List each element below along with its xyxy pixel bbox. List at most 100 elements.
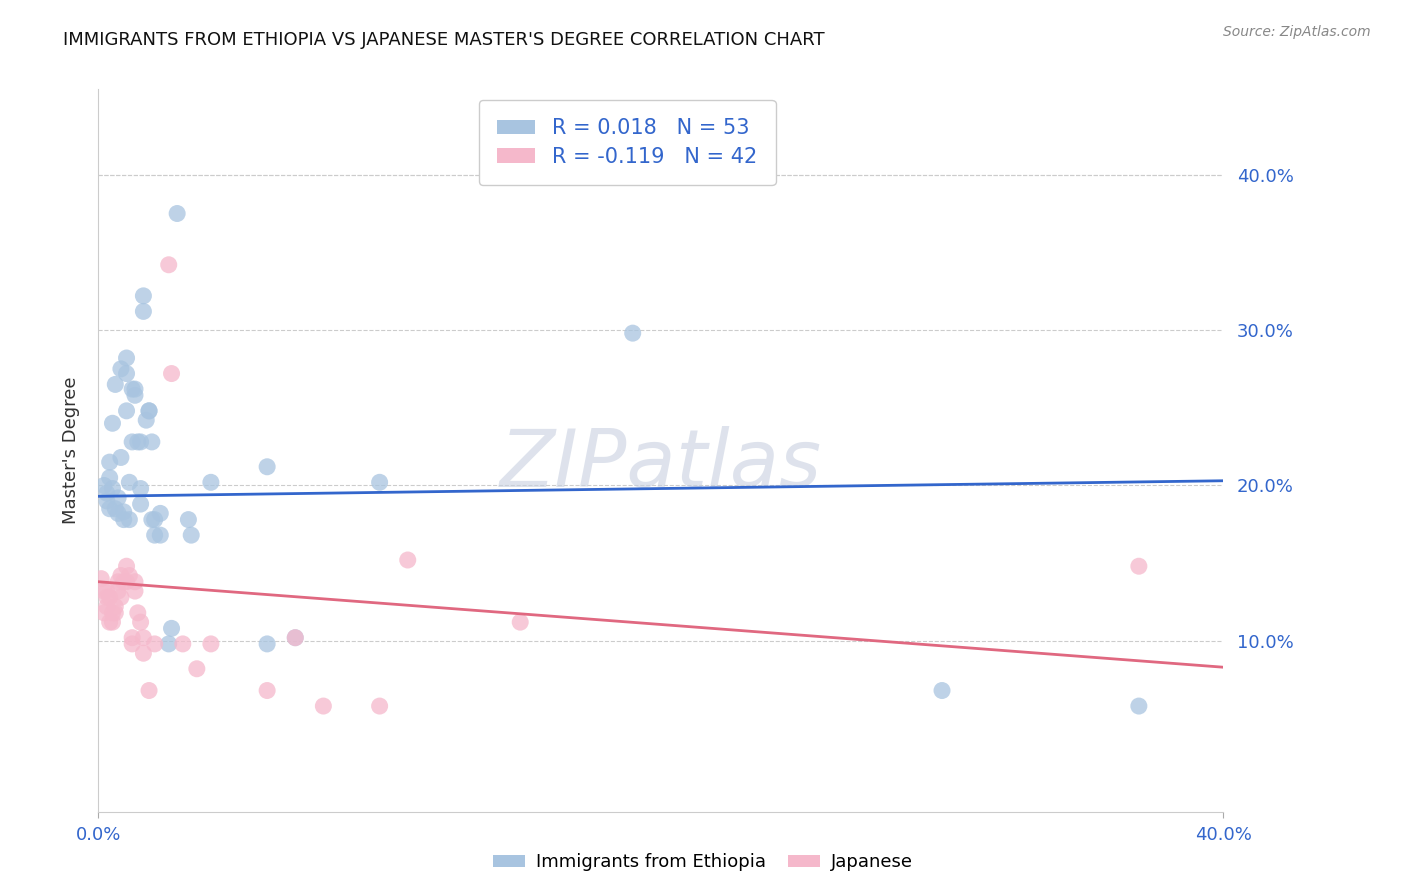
Point <box>157 637 180 651</box>
Point <box>149 528 172 542</box>
Point <box>132 631 155 645</box>
Point <box>256 459 278 474</box>
Point <box>200 637 222 651</box>
Legend: R = 0.018   N = 53, R = -0.119   N = 42: R = 0.018 N = 53, R = -0.119 N = 42 <box>478 100 776 186</box>
Point <box>115 367 138 381</box>
Point <box>132 304 155 318</box>
Point <box>93 606 115 620</box>
Point <box>141 434 163 449</box>
Point <box>124 382 146 396</box>
Point <box>124 388 146 402</box>
Point <box>621 326 644 340</box>
Point <box>135 413 157 427</box>
Point <box>110 450 132 465</box>
Point <box>93 584 115 599</box>
Point <box>160 621 183 635</box>
Text: Source: ZipAtlas.com: Source: ZipAtlas.com <box>1223 25 1371 39</box>
Point <box>509 615 531 629</box>
Point <box>1128 559 1150 574</box>
Point <box>132 646 155 660</box>
Point <box>129 497 152 511</box>
Point <box>101 606 124 620</box>
Point <box>931 683 953 698</box>
Point <box>186 662 208 676</box>
Point <box>96 584 118 599</box>
Point <box>160 367 183 381</box>
Point <box>104 501 127 516</box>
Point <box>115 574 138 589</box>
Point <box>368 699 391 714</box>
Point <box>180 528 202 542</box>
Point <box>110 568 132 582</box>
Point <box>104 599 127 614</box>
Point <box>143 513 166 527</box>
Point <box>157 258 180 272</box>
Point <box>284 631 307 645</box>
Point <box>256 637 278 651</box>
Point <box>107 574 129 589</box>
Point <box>121 631 143 645</box>
Point <box>110 591 132 605</box>
Point <box>143 528 166 542</box>
Point <box>98 501 121 516</box>
Text: ZIPatlas: ZIPatlas <box>499 425 823 504</box>
Point <box>98 455 121 469</box>
Point <box>118 475 141 490</box>
Point <box>96 486 118 500</box>
Point <box>112 505 135 519</box>
Point <box>101 417 124 431</box>
Point <box>115 404 138 418</box>
Point <box>129 615 152 629</box>
Point <box>1128 699 1150 714</box>
Point <box>93 478 115 492</box>
Point <box>256 683 278 698</box>
Point <box>90 572 112 586</box>
Point <box>129 434 152 449</box>
Point <box>138 404 160 418</box>
Point <box>124 574 146 589</box>
Point <box>138 683 160 698</box>
Point <box>368 475 391 490</box>
Point <box>107 491 129 505</box>
Y-axis label: Master's Degree: Master's Degree <box>62 376 80 524</box>
Point <box>107 584 129 599</box>
Point <box>127 434 149 449</box>
Point <box>115 351 138 365</box>
Point <box>107 507 129 521</box>
Point <box>96 599 118 614</box>
Point <box>98 470 121 484</box>
Point <box>138 404 160 418</box>
Point <box>141 513 163 527</box>
Point <box>115 559 138 574</box>
Point <box>129 482 152 496</box>
Point <box>132 289 155 303</box>
Point <box>98 591 121 605</box>
Point <box>284 631 307 645</box>
Legend: Immigrants from Ethiopia, Japanese: Immigrants from Ethiopia, Japanese <box>485 847 921 879</box>
Point <box>104 377 127 392</box>
Point <box>121 382 143 396</box>
Point <box>96 591 118 605</box>
Point <box>149 507 172 521</box>
Point <box>118 568 141 582</box>
Point <box>112 513 135 527</box>
Point <box>121 434 143 449</box>
Point <box>124 584 146 599</box>
Point <box>118 513 141 527</box>
Text: IMMIGRANTS FROM ETHIOPIA VS JAPANESE MASTER'S DEGREE CORRELATION CHART: IMMIGRANTS FROM ETHIOPIA VS JAPANESE MAS… <box>63 31 825 49</box>
Point <box>101 482 124 496</box>
Point <box>200 475 222 490</box>
Point <box>166 206 188 220</box>
Point <box>101 615 124 629</box>
Point <box>96 494 118 508</box>
Point <box>143 637 166 651</box>
Point <box>127 606 149 620</box>
Point <box>172 637 194 651</box>
Point <box>121 637 143 651</box>
Point <box>98 615 121 629</box>
Point <box>112 574 135 589</box>
Point <box>104 606 127 620</box>
Point <box>110 362 132 376</box>
Point <box>312 699 335 714</box>
Point <box>396 553 419 567</box>
